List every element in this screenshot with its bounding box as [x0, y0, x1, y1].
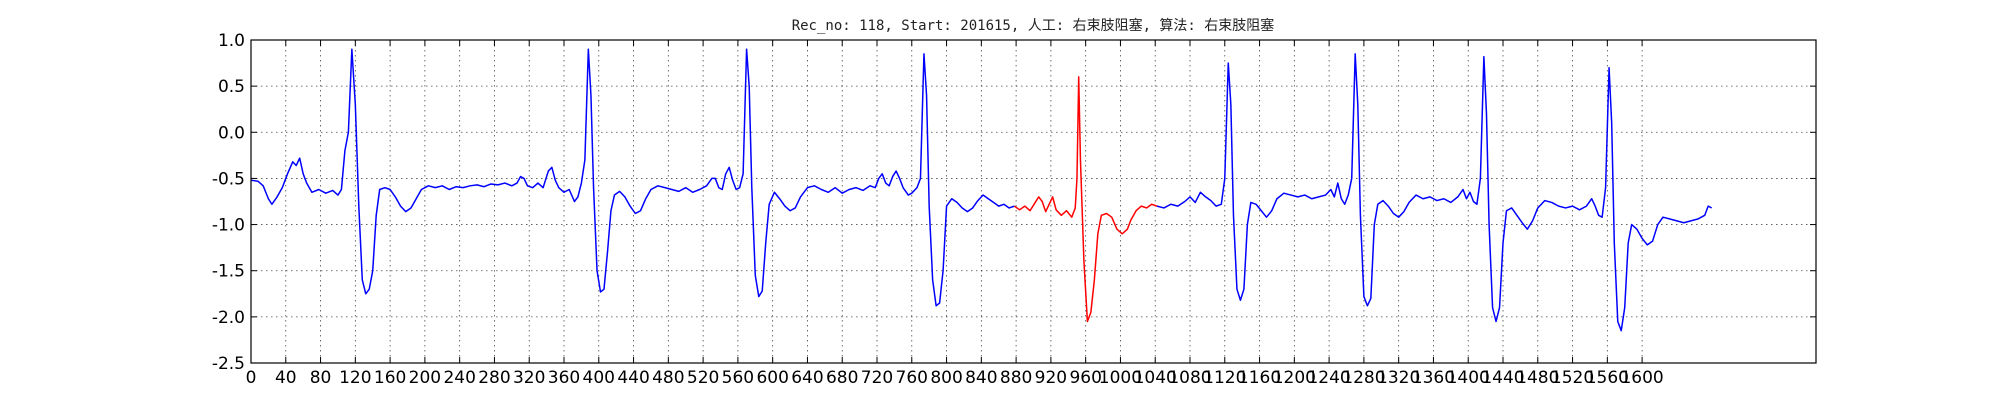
x-tick-label: 1520	[1551, 368, 1594, 388]
x-tick-label: 80	[310, 368, 332, 388]
x-tick-label: 840	[965, 368, 997, 388]
x-tick-label: 120	[339, 368, 371, 388]
x-tick-label: 1600	[1620, 368, 1663, 388]
x-tick-label: 480	[652, 368, 684, 388]
x-tick-label: 440	[617, 368, 649, 388]
chart-title: Rec_no: 118, Start: 201615, 人工: 右束肢阻塞, 算…	[792, 17, 1275, 34]
x-tick-label: 680	[826, 368, 858, 388]
y-tick-label: -2.0	[212, 308, 245, 328]
ecg-series-line-1	[250, 48, 1015, 307]
x-tick-label: 200	[409, 368, 441, 388]
x-axis: 0 40 80 120 160 200 240 280 320 360 400 440 480 520 56…	[246, 40, 1664, 388]
x-tick-label: 560	[722, 368, 754, 388]
x-tick-label: 880	[1000, 368, 1032, 388]
x-tick-label: 1280	[1342, 368, 1385, 388]
x-tick-label: 1560	[1586, 368, 1629, 388]
x-tick-label: 760	[896, 368, 928, 388]
x-tick-label: 40	[275, 368, 297, 388]
y-tick-label: 1.0	[218, 31, 245, 51]
x-tick-label: 960	[1069, 368, 1101, 388]
x-tick-label: 1360	[1412, 368, 1455, 388]
plot-frame	[250, 39, 1817, 364]
series-layer	[250, 48, 1713, 332]
x-tick-label: 1480	[1516, 368, 1559, 388]
y-tick-label: -0.5	[212, 169, 245, 189]
x-tick-label: 640	[791, 368, 823, 388]
x-tick-label: 1400	[1447, 368, 1490, 388]
x-tick-label: 280	[478, 368, 510, 388]
x-tick-label: 1160	[1238, 368, 1281, 388]
x-tick-label: 600	[756, 368, 788, 388]
x-tick-label: 320	[513, 368, 545, 388]
y-axis: 1.0 0.5 0.0 -0.5 -1.0 -1.5 -2.0 -2.5	[212, 31, 1816, 374]
ecg-series-line-3	[1156, 53, 1713, 332]
y-tick-label: -2.5	[212, 354, 245, 374]
x-tick-label: 920	[1035, 368, 1067, 388]
y-tick-label: 0.0	[218, 123, 245, 143]
x-tick-label: 1240	[1307, 368, 1350, 388]
x-tick-label: 520	[687, 368, 719, 388]
x-tick-label: 1120	[1203, 368, 1246, 388]
x-tick-label: 360	[548, 368, 580, 388]
x-tick-label: 240	[443, 368, 475, 388]
x-tick-label: 720	[861, 368, 893, 388]
y-tick-label: 0.5	[218, 77, 245, 97]
grid-lines	[251, 40, 1816, 363]
x-tick-label: 800	[930, 368, 962, 388]
x-tick-label: 1440	[1481, 368, 1524, 388]
x-tick-label: 1200	[1273, 368, 1316, 388]
x-tick-label: 1000	[1099, 368, 1142, 388]
ecg-series-line-2	[1013, 76, 1158, 323]
y-tick-label: -1.5	[212, 262, 245, 282]
x-tick-label: 1320	[1377, 368, 1420, 388]
y-tick-label: -1.0	[212, 216, 245, 236]
x-tick-label: 160	[374, 368, 406, 388]
x-tick-label: 400	[583, 368, 615, 388]
x-tick-label: 1040	[1134, 368, 1177, 388]
x-tick-label: 0	[246, 368, 257, 388]
x-tick-label: 1080	[1168, 368, 1211, 388]
